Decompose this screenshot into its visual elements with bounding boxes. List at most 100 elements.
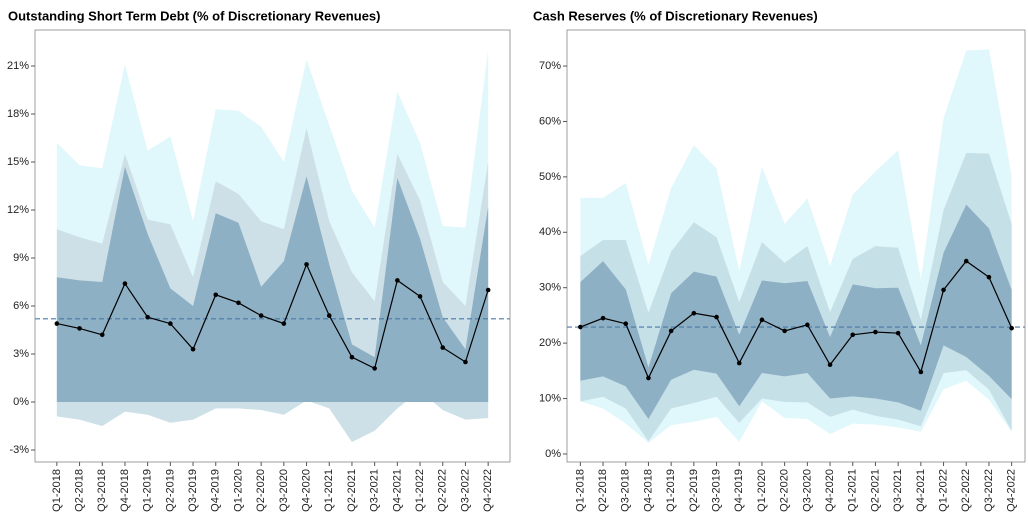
x-tick-label: Q4-2020: [824, 469, 836, 512]
x-tick-label: Q4-2021: [915, 469, 927, 512]
x-tick-label: Q2-2018: [73, 469, 85, 512]
median-point: [258, 313, 264, 318]
x-tick-label: Q1-2018: [51, 469, 63, 512]
x-tick-label: Q4-2020: [300, 469, 312, 512]
x-tick-label: Q1-2020: [232, 469, 244, 512]
x-tick-label: Q1-2022: [414, 469, 426, 512]
x-tick-label: Q3-2019: [187, 469, 199, 512]
x-tick-label: Q4-2022: [482, 469, 494, 512]
x-tick-label: Q4-2021: [391, 469, 403, 512]
median-point: [623, 321, 629, 327]
x-tick-label: Q2-2019: [688, 469, 700, 512]
median-point: [417, 294, 423, 299]
median-point: [122, 281, 128, 286]
x-tick-label: Q3-2020: [801, 469, 813, 512]
median-point: [463, 359, 468, 365]
y-tick-label: 18%: [7, 108, 29, 120]
median-point: [759, 317, 765, 323]
median-point: [440, 345, 446, 350]
x-tick-label: Q3-2022: [459, 469, 471, 512]
y-tick-label: 20%: [539, 337, 561, 349]
x-tick-label: Q1-2018: [574, 469, 586, 512]
y-tick-label: 6%: [13, 300, 29, 312]
median-point: [714, 314, 719, 320]
median-point: [736, 360, 742, 366]
x-tick-label: Q2-2020: [255, 469, 267, 512]
median-point: [190, 346, 196, 352]
x-tick-label: Q3-2020: [278, 469, 290, 512]
y-tick-label: 40%: [539, 226, 561, 238]
median-point: [918, 369, 924, 375]
x-tick-label: Q2-2021: [346, 469, 358, 512]
y-tick-label: 15%: [7, 156, 29, 168]
median-point: [99, 332, 105, 338]
x-tick-label: Q2-2019: [164, 469, 176, 512]
y-tick-label: 30%: [539, 282, 561, 294]
y-tick-label: 12%: [7, 204, 29, 216]
y-tick-label: 10%: [539, 392, 561, 404]
plot-frame: [566, 29, 1026, 463]
median-point: [326, 313, 332, 318]
median-point: [986, 274, 992, 280]
x-tick-label: Q3-2022: [983, 469, 995, 512]
median-point: [941, 287, 946, 293]
x-tick-label: Q4-2019: [210, 469, 222, 512]
median-line: [56, 262, 489, 370]
x-tick-label: Q1-2022: [937, 469, 949, 512]
median-point: [668, 328, 674, 334]
y-tick-label: 0%: [13, 396, 29, 408]
x-tick-label: Q2-2018: [597, 469, 609, 512]
plot-frame: [34, 29, 511, 463]
x-tick-label: Q2-2022: [960, 469, 972, 512]
x-tick-label: Q4-2018: [642, 469, 654, 512]
median-point: [77, 326, 82, 331]
x-tick-label: Q1-2019: [142, 469, 154, 512]
median-point: [349, 354, 355, 360]
median-point: [485, 287, 491, 293]
median-point: [782, 328, 787, 334]
median-point: [827, 362, 833, 368]
median-point: [1009, 325, 1014, 331]
median-point: [236, 300, 241, 306]
y-tick-label: 21%: [7, 60, 29, 72]
median-point: [805, 322, 810, 328]
y-tick-label: 3%: [13, 348, 29, 360]
x-tick-label: Q3-2021: [369, 469, 381, 512]
y-tick-label: -3%: [9, 444, 29, 456]
x-tick-label: Q3-2021: [892, 469, 904, 512]
median-point: [600, 315, 606, 321]
median-point: [281, 321, 287, 326]
median-point: [213, 292, 219, 298]
band-area: [56, 166, 489, 402]
y-tick-label: 9%: [13, 252, 29, 264]
x-tick-label: Q4-2022: [1006, 469, 1018, 512]
x-tick-label: Q2-2022: [437, 469, 449, 512]
x-tick-label: Q4-2019: [733, 469, 745, 512]
median-point: [895, 330, 901, 336]
median-point: [395, 278, 400, 283]
x-tick-label: Q1-2019: [665, 469, 677, 512]
y-tick-label: 50%: [539, 171, 561, 183]
median-point: [372, 366, 377, 371]
chart-title: Cash Reserves (% of Discretionary Revenu…: [533, 8, 818, 23]
median-point: [963, 258, 969, 264]
x-tick-label: Q2-2021: [869, 469, 881, 512]
median-point: [646, 375, 651, 381]
median-point: [145, 314, 150, 320]
median-point: [578, 324, 583, 330]
x-tick-label: Q3-2018: [96, 469, 108, 512]
x-tick-label: Q1-2021: [847, 469, 859, 512]
median-point: [304, 262, 309, 267]
x-tick-label: Q4-2018: [119, 469, 131, 512]
y-tick-label: 70%: [539, 60, 561, 72]
x-tick-label: Q2-2020: [779, 469, 791, 512]
y-tick-label: 0%: [545, 448, 561, 460]
band-area: [580, 204, 1012, 420]
y-tick-label: 60%: [539, 115, 561, 127]
median-line: [580, 260, 1013, 380]
median-point: [54, 321, 60, 326]
median-point: [168, 321, 173, 326]
chart-title: Outstanding Short Term Debt (% of Discre…: [8, 8, 380, 23]
median-point: [691, 310, 697, 316]
